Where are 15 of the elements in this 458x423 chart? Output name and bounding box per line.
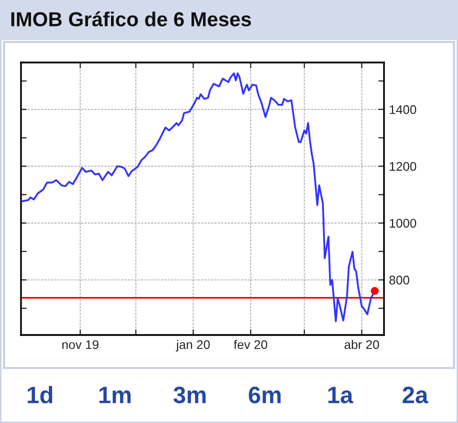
y-tick-label: 800 <box>389 276 410 285</box>
text: 3m <box>173 386 206 404</box>
y-tick-label: 1000 <box>390 218 416 228</box>
text: 1d <box>28 386 52 404</box>
x-tick-label: fev 20 <box>234 340 268 350</box>
x-tick-label: nov 19 <box>62 340 98 350</box>
text: 1m <box>99 386 131 404</box>
x-tick-label: abr 20 <box>344 340 380 350</box>
text: 6m <box>248 386 281 404</box>
chart-title: IMOB Gráfico de 6 Meses <box>11 11 251 26</box>
x-tick-label: jan 20 <box>176 340 210 352</box>
text: 1a <box>328 386 354 404</box>
y-tick-label: 1400 <box>390 105 416 114</box>
text: 2a <box>402 386 428 404</box>
y-tick-label: 1200 <box>390 162 416 171</box>
